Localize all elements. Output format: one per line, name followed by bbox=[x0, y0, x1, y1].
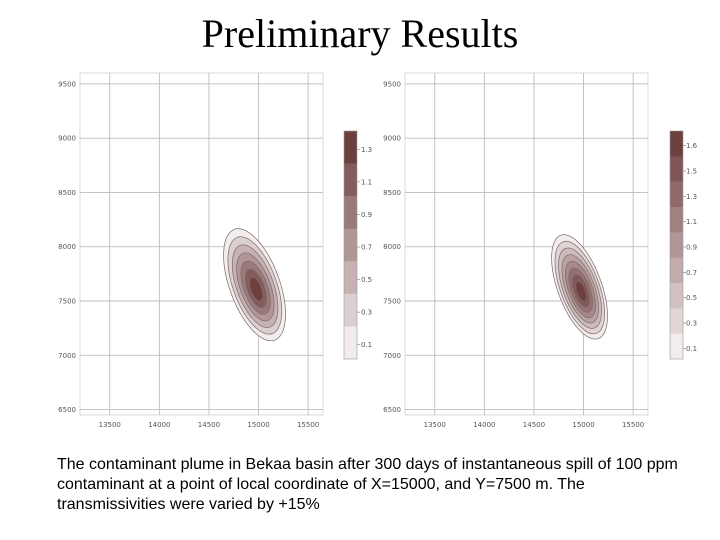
colorbar: 1.6 1.5 1.3 1.1 0.9 0.7 0.5 0.3 0.1 bbox=[669, 130, 698, 360]
colorbar-label: 0.5 bbox=[686, 294, 697, 302]
slide-caption: The contaminant plume in Bekaa basin aft… bbox=[57, 456, 678, 513]
y-tick-label: 9000 bbox=[58, 135, 76, 143]
colorbar-label: 0.1 bbox=[686, 345, 697, 353]
y-tick-label: 9500 bbox=[58, 80, 76, 88]
plume bbox=[551, 234, 608, 340]
contour-chart-1: 13500 14000 14500 15000 15500 9500 9000 8500 800… bbox=[58, 72, 372, 429]
x-tick-label: 14500 bbox=[198, 421, 220, 429]
x-tick-label: 15500 bbox=[297, 421, 319, 429]
colorbar-segment bbox=[344, 326, 357, 360]
contour-level bbox=[249, 276, 264, 302]
colorbar-segment bbox=[670, 156, 683, 182]
colorbar-segment bbox=[670, 283, 683, 309]
colorbar-segment bbox=[670, 333, 683, 360]
contour-chart-2: 13500 14000 14500 15000 15500 9500 9000 8500 800… bbox=[383, 72, 698, 429]
colorbar-label: 0.5 bbox=[361, 276, 372, 284]
y-tick-label: 8500 bbox=[58, 189, 76, 197]
slide-title: Preliminary Results bbox=[201, 11, 519, 56]
colorbar-segment bbox=[344, 131, 357, 164]
colorbar-frame bbox=[343, 130, 358, 360]
y-tick-label: 6500 bbox=[383, 406, 401, 414]
colorbar-segment bbox=[670, 232, 683, 258]
colorbar-segment bbox=[344, 228, 357, 262]
colorbar-label: 1.1 bbox=[686, 218, 697, 226]
colorbar-label: 0.9 bbox=[361, 211, 372, 219]
contour-level bbox=[575, 280, 588, 302]
y-tick-label: 8000 bbox=[58, 243, 76, 251]
x-tick-label: 15500 bbox=[622, 421, 644, 429]
colorbar-label: 1.1 bbox=[361, 178, 372, 186]
colorbar: 1.3 1.1 0.9 0.7 0.5 0.3 0.1 bbox=[343, 130, 372, 360]
x-tick-label: 14000 bbox=[473, 421, 495, 429]
colorbar-label: 0.3 bbox=[361, 309, 372, 317]
colorbar-label: 0.7 bbox=[686, 269, 697, 277]
colorbar-label: 1.3 bbox=[686, 193, 697, 201]
colorbar-segment bbox=[670, 207, 683, 233]
colorbar-segment bbox=[670, 131, 683, 157]
colorbar-segment bbox=[344, 163, 357, 197]
y-tick-label: 7000 bbox=[383, 352, 401, 360]
y-tick-label: 8500 bbox=[383, 189, 401, 197]
y-tick-label: 7500 bbox=[383, 298, 401, 306]
colorbar-segment bbox=[344, 261, 357, 295]
colorbar-segment bbox=[670, 308, 683, 334]
colorbar-label: 1.6 bbox=[686, 142, 698, 150]
colorbar-segment bbox=[670, 181, 683, 208]
y-tick-label: 8000 bbox=[383, 243, 401, 251]
x-tick-label: 14500 bbox=[523, 421, 545, 429]
plot-area bbox=[404, 72, 649, 416]
x-tick-label: 13500 bbox=[99, 421, 121, 429]
colorbar-label: 0.7 bbox=[361, 244, 372, 252]
y-tick-label: 7000 bbox=[58, 352, 76, 360]
colorbar-label: 1.5 bbox=[686, 168, 697, 176]
x-tick-label: 13500 bbox=[424, 421, 446, 429]
colorbar-segment bbox=[670, 257, 683, 284]
colorbar-label: 1.3 bbox=[361, 146, 372, 154]
colorbar-label: 0.3 bbox=[686, 320, 697, 328]
y-tick-label: 9500 bbox=[383, 80, 401, 88]
x-tick-label: 15000 bbox=[572, 421, 594, 429]
plot-area bbox=[79, 72, 324, 416]
colorbar-segment bbox=[344, 293, 357, 327]
colorbar-label: 0.9 bbox=[686, 244, 697, 252]
colorbar-label: 0.1 bbox=[361, 341, 372, 349]
x-tick-label: 15000 bbox=[247, 421, 269, 429]
x-tick-label: 14000 bbox=[148, 421, 170, 429]
y-tick-label: 9000 bbox=[383, 135, 401, 143]
y-tick-label: 6500 bbox=[58, 406, 76, 414]
plume bbox=[223, 228, 286, 342]
colorbar-segment bbox=[344, 196, 357, 230]
colorbar-frame bbox=[669, 130, 684, 360]
y-tick-label: 7500 bbox=[58, 298, 76, 306]
